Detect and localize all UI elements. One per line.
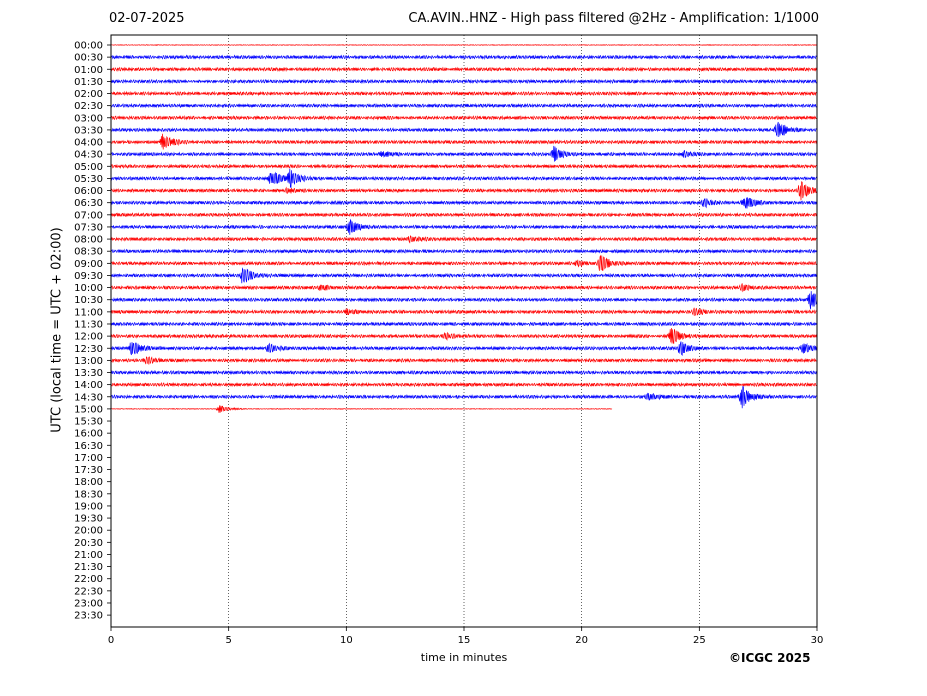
y-tick-label: 09:00: [74, 259, 103, 270]
y-tick-label: 16:00: [74, 429, 103, 440]
y-tick-label: 01:00: [74, 65, 103, 76]
y-tick-label: 17:30: [74, 465, 103, 476]
y-tick-label: 15:30: [74, 417, 103, 428]
y-tick-label: 21:00: [74, 550, 103, 561]
trace-row: [110, 102, 818, 109]
trace-row: [110, 291, 818, 310]
y-tick-label: 06:00: [74, 186, 103, 197]
trace-row: [110, 356, 818, 365]
y-tick-label: 04:00: [74, 138, 103, 149]
y-tick-label: 19:30: [74, 514, 103, 525]
trace-row: [110, 145, 818, 162]
chart-title: CA.AVIN..HNZ - High pass filtered @2Hz -…: [408, 11, 819, 26]
y-tick-label: 23:00: [74, 598, 103, 609]
x-tick-label: 30: [811, 635, 824, 646]
x-tick-label: 5: [225, 635, 231, 646]
y-tick-label: 17:00: [74, 453, 103, 464]
y-tick-label: 10:30: [74, 295, 103, 306]
y-tick-label: 08:30: [74, 247, 103, 258]
axes: 00:0000:3001:0001:3002:0002:3003:0003:30…: [74, 34, 824, 646]
y-tick-label: 22:30: [74, 586, 103, 597]
y-tick-label: 16:30: [74, 441, 103, 452]
y-tick-label: 22:00: [74, 574, 103, 585]
y-tick-label: 11:30: [74, 319, 103, 330]
y-tick-label: 21:30: [74, 562, 103, 573]
x-tick-label: 25: [693, 635, 706, 646]
y-tick-label: 18:00: [74, 477, 103, 488]
y-tick-label: 00:30: [74, 53, 103, 64]
y-tick-label: 18:30: [74, 489, 103, 500]
trace-row: [110, 386, 818, 409]
y-tick-label: 13:30: [74, 368, 103, 379]
trace-row: [110, 218, 818, 235]
y-tick-label: 12:30: [74, 344, 103, 355]
trace-row: [110, 369, 818, 376]
trace-row: [110, 321, 818, 327]
y-tick-label: 03:30: [74, 125, 103, 136]
plot-frame: [110, 34, 818, 628]
trace-row: [110, 381, 818, 388]
trace-row: [110, 90, 818, 97]
trace-row: [110, 197, 818, 209]
grid-lines: [228, 35, 700, 627]
trace-row: [110, 66, 818, 73]
trace-row: [110, 168, 818, 189]
y-tick-label: 23:30: [74, 611, 103, 622]
trace-row: [110, 405, 613, 413]
y-tick-label: 07:30: [74, 222, 103, 233]
x-axis-label: time in minutes: [420, 651, 508, 664]
y-tick-label: 05:00: [74, 162, 103, 173]
trace-rows: [110, 44, 818, 413]
trace-row: [110, 44, 818, 46]
y-tick-label: 03:00: [74, 113, 103, 124]
trace-row: [110, 248, 818, 254]
trace-row: [110, 133, 818, 150]
copyright-credit: ©ICGC 2025: [729, 651, 811, 665]
trace-row: [110, 235, 818, 244]
y-tick-label: 02:30: [74, 101, 103, 112]
y-tick-label: 09:30: [74, 271, 103, 282]
trace-row: [110, 267, 818, 284]
trace-row: [110, 341, 818, 356]
x-tick-label: 10: [340, 635, 353, 646]
y-tick-label: 14:30: [74, 392, 103, 403]
y-tick-label: 08:00: [74, 235, 103, 246]
y-tick-label: 01:30: [74, 77, 103, 88]
trace-row: [110, 212, 818, 218]
y-tick-label: 04:30: [74, 150, 103, 161]
trace-row: [110, 254, 818, 271]
y-tick-label: 20:00: [74, 526, 103, 537]
y-tick-label: 10:00: [74, 283, 103, 294]
y-tick-label: 00:00: [74, 41, 103, 52]
trace-row: [110, 327, 818, 344]
y-tick-label: 02:00: [74, 89, 103, 100]
y-tick-label: 12:00: [74, 332, 103, 343]
y-tick-label: 13:00: [74, 356, 103, 367]
x-tick-label: 15: [458, 635, 471, 646]
y-tick-label: 14:00: [74, 380, 103, 391]
trace-row: [110, 115, 818, 121]
y-tick-label: 19:00: [74, 501, 103, 512]
trace-row: [110, 181, 818, 201]
x-tick-label: 20: [575, 635, 588, 646]
trace-row: [110, 283, 818, 293]
y-tick-label: 07:00: [74, 210, 103, 221]
trace-row: [110, 163, 818, 170]
y-tick-label: 20:30: [74, 538, 103, 549]
trace-row: [110, 78, 818, 85]
trace-row: [110, 307, 818, 317]
trace-row: [110, 54, 818, 60]
chart-date: 02-07-2025: [109, 11, 185, 26]
trace-row: [110, 121, 818, 138]
x-tick-label: 0: [108, 635, 114, 646]
y-tick-label: 06:30: [74, 198, 103, 209]
y-tick-label: 05:30: [74, 174, 103, 185]
y-tick-label: 15:00: [74, 404, 103, 415]
y-tick-label: 11:00: [74, 307, 103, 318]
